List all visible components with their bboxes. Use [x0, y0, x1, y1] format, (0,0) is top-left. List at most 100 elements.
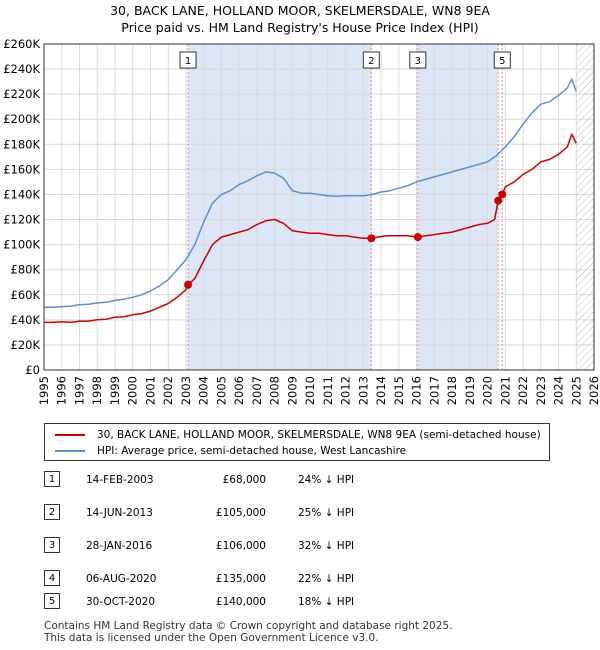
- sale-date: 28-JAN-2016: [86, 540, 153, 552]
- x-tick-label: 1999: [108, 376, 122, 405]
- table-row: 2 14-JUN-2013 £105,000 25% ↓ HPI: [44, 503, 564, 523]
- sale-price: £135,000: [215, 573, 266, 585]
- sale-badge-box: [179, 51, 197, 69]
- sale-hpi-diff: 18% ↓ HPI: [298, 596, 355, 608]
- x-tick-label: 2005: [214, 376, 228, 405]
- legend-item-hpi: HPI: Average price, semi-detached house,…: [55, 443, 406, 459]
- x-tick-label: 2003: [179, 376, 193, 405]
- x-tick-label: 2013: [356, 376, 370, 405]
- sale-number-badge: 2: [44, 504, 60, 520]
- sale-price: £68,000: [222, 474, 266, 486]
- chart-title-block: 30, BACK LANE, HOLLAND MOOR, SKELMERSDAL…: [0, 2, 600, 36]
- x-tick-label: 2025: [569, 376, 583, 405]
- sale-price: £106,000: [215, 540, 266, 552]
- sale-date: 14-FEB-2003: [86, 474, 154, 486]
- x-tick-label: 2015: [392, 376, 406, 405]
- legend-item-property: 30, BACK LANE, HOLLAND MOOR, SKELMERSDAL…: [55, 427, 541, 443]
- x-tick-label: 1995: [37, 376, 51, 405]
- sale-point: [413, 233, 422, 242]
- y-tick-label: £120K: [3, 213, 40, 227]
- x-tick-label: 1996: [55, 376, 69, 405]
- sale-hpi-diff: 22% ↓ HPI: [298, 573, 355, 585]
- x-tick-label: 2021: [498, 376, 512, 405]
- x-tick-label: 2019: [463, 376, 477, 405]
- x-tick-label: 2004: [197, 376, 211, 405]
- x-tick-label: 2014: [374, 376, 388, 405]
- x-tick-label: 2017: [427, 376, 441, 405]
- x-tick-label: 1998: [90, 376, 104, 405]
- sale-point: [494, 196, 503, 205]
- x-tick-label: 2000: [126, 376, 140, 405]
- ownership-shade: [188, 44, 372, 370]
- chart-legend: 30, BACK LANE, HOLLAND MOOR, SKELMERSDAL…: [44, 423, 550, 461]
- chart-title: 30, BACK LANE, HOLLAND MOOR, SKELMERSDAL…: [110, 3, 490, 18]
- y-tick-label: £220K: [3, 87, 40, 101]
- sale-badge-label: 1: [185, 56, 191, 67]
- sale-number-badge: 4: [44, 570, 60, 586]
- y-tick-label: £200K: [3, 112, 40, 126]
- legend-label-property: 30, BACK LANE, HOLLAND MOOR, SKELMERSDAL…: [97, 429, 541, 441]
- legend-swatch-hpi: [55, 450, 85, 452]
- sale-point: [367, 234, 376, 243]
- sale-hpi-diff: 25% ↓ HPI: [298, 507, 355, 519]
- legend-swatch-property: [55, 434, 85, 436]
- y-tick-label: £160K: [3, 162, 40, 176]
- sale-badge-label: 3: [415, 56, 421, 67]
- table-row: 4 06-AUG-2020 £135,000 22% ↓ HPI: [44, 569, 564, 589]
- table-row: 5 30-OCT-2020 £140,000 18% ↓ HPI: [44, 592, 564, 612]
- x-tick-label: 2011: [321, 376, 335, 405]
- ownership-shade: [417, 44, 499, 370]
- sale-number-badge: 1: [44, 471, 60, 487]
- x-tick-label: 2018: [445, 376, 459, 405]
- legend-label-hpi: HPI: Average price, semi-detached house,…: [97, 445, 407, 457]
- sale-point: [498, 190, 507, 199]
- y-tick-label: £240K: [3, 62, 40, 76]
- y-tick-label: £260K: [3, 37, 40, 51]
- sale-badge-box: [493, 51, 511, 69]
- x-tick-label: 2008: [268, 376, 282, 405]
- sale-badge-box: [362, 51, 380, 69]
- series-line-hpi: [44, 78, 578, 309]
- x-tick-label: 2002: [161, 376, 175, 405]
- footer-attribution: Contains HM Land Registry data © Crown c…: [44, 620, 452, 644]
- sale-badge-label: 2: [368, 56, 374, 67]
- x-tick-label: 2026: [587, 376, 600, 405]
- sale-badge: 3: [409, 51, 427, 69]
- sale-date: 06-AUG-2020: [86, 573, 157, 585]
- sale-badge: 2: [362, 51, 380, 69]
- sale-price: £140,000: [215, 596, 266, 608]
- x-tick-label: 1997: [72, 376, 86, 405]
- sale-badge-box: [409, 51, 427, 69]
- y-tick-label: £20K: [11, 338, 41, 352]
- y-tick-label: £80K: [11, 263, 41, 277]
- chart-subtitle: Price paid vs. HM Land Registry's House …: [121, 20, 479, 35]
- y-tick-label: £0: [25, 363, 40, 377]
- x-tick-label: 2016: [410, 376, 424, 405]
- x-tick-label: 2022: [516, 376, 530, 405]
- sale-badge: 5: [493, 51, 511, 69]
- y-tick-label: £60K: [11, 288, 41, 302]
- x-tick-label: 2009: [285, 376, 299, 405]
- x-tick-label: 2023: [534, 376, 548, 405]
- x-tick-label: 2024: [552, 376, 566, 405]
- x-tick-label: 2006: [232, 376, 246, 405]
- x-tick-label: 2012: [339, 376, 353, 405]
- table-row: 3 28-JAN-2016 £106,000 32% ↓ HPI: [44, 536, 564, 556]
- sale-hpi-diff: 24% ↓ HPI: [298, 474, 355, 486]
- sale-badge-label: 5: [499, 56, 505, 67]
- sale-badge: 1: [179, 51, 197, 69]
- plot-border: [43, 43, 595, 371]
- sale-point: [184, 280, 193, 289]
- forecast-hatch: [576, 44, 594, 370]
- sale-number-badge: 5: [44, 593, 60, 609]
- y-tick-label: £140K: [3, 187, 40, 201]
- y-tick-label: £180K: [3, 137, 40, 151]
- sale-date: 14-JUN-2013: [86, 507, 153, 519]
- x-tick-label: 2010: [303, 376, 317, 405]
- sale-number-badge: 3: [44, 537, 60, 553]
- table-row: 1 14-FEB-2003 £68,000 24% ↓ HPI: [44, 470, 564, 490]
- y-tick-label: £100K: [3, 238, 40, 252]
- sale-hpi-diff: 32% ↓ HPI: [298, 540, 355, 552]
- sale-price: £105,000: [215, 507, 266, 519]
- sale-date: 30-OCT-2020: [86, 596, 155, 608]
